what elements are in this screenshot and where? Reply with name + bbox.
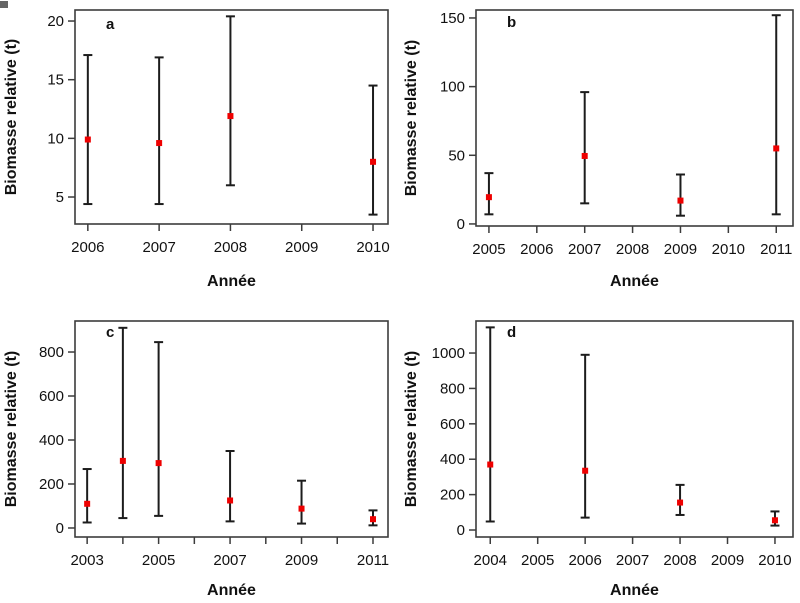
x-tick-label: 2007: [568, 241, 601, 258]
x-tick-label: 2006: [568, 552, 601, 569]
panel-d: 2004 2005 2006 2007 2008 2009 2010 0 200 400 600 80…: [400, 300, 800, 603]
data-point: [771, 517, 778, 524]
y-tick-label: 400: [440, 451, 465, 468]
x-tick-label: 2009: [711, 552, 744, 569]
panel-letter: c: [106, 324, 114, 341]
x-tick-label: 2008: [214, 239, 247, 256]
x-axis-title: Année: [610, 582, 659, 599]
x-tick-label: 2008: [616, 241, 649, 258]
x-tick-label: 2011: [760, 241, 792, 258]
data-point: [156, 140, 163, 147]
y-tick-label: 15: [47, 72, 64, 89]
y-axis-title: Biomasse relative (t): [403, 40, 420, 197]
panel-c: 2003 2005 2007 2009 2011 0 200 400 600 800 Année Bi…: [0, 300, 400, 603]
plot-box: [475, 320, 794, 538]
panel-letter: a: [106, 16, 115, 33]
data-point: [227, 113, 234, 120]
x-tick-label: 2007: [142, 239, 175, 256]
x-tick-label: 2009: [285, 239, 318, 256]
data-point: [119, 457, 126, 464]
x-tick-label: 2006: [71, 239, 104, 256]
data-point: [581, 152, 588, 159]
data-point: [84, 500, 91, 507]
x-tick-label: 2005: [142, 552, 175, 569]
y-tick-label: 100: [440, 79, 465, 96]
x-tick-label: 2010: [758, 552, 791, 569]
y-tick-label: 400: [39, 432, 64, 449]
data-point: [155, 460, 162, 467]
data-point: [582, 467, 589, 474]
data-point: [773, 145, 780, 152]
y-tick-label: 0: [457, 522, 465, 539]
y-tick-label: 10: [47, 130, 64, 147]
data-point: [677, 499, 684, 506]
data-point: [84, 136, 91, 143]
y-tick-label: 600: [440, 416, 465, 433]
plot-box: [74, 320, 389, 538]
y-tick-label: 1000: [432, 345, 465, 362]
data-point: [369, 516, 376, 523]
x-axis-title: Année: [207, 582, 256, 599]
y-axis-title: Biomasse relative (t): [3, 39, 20, 196]
y-tick-label: 800: [39, 344, 64, 361]
data-point: [485, 194, 492, 201]
x-axis-title: Année: [610, 273, 659, 290]
x-tick-label: 2004: [474, 552, 507, 569]
panel-b-chart: 2005 2006 2007 2008 2009 2010 2011 0 50 100 150 Ann…: [403, 9, 794, 290]
x-tick-label: 2009: [664, 241, 697, 258]
data-point: [370, 158, 377, 165]
panel-c-chart: 2003 2005 2007 2009 2011 0 200 400 600 800 Année Bi…: [3, 320, 389, 599]
y-tick-label: 200: [39, 476, 64, 493]
y-tick-label: 200: [440, 487, 465, 504]
x-tick-label: 2011: [357, 552, 389, 569]
scan-artifact-mark: [0, 1, 8, 8]
x-tick-label: 2009: [285, 552, 318, 569]
y-tick-label: 150: [440, 10, 465, 27]
y-tick-label: 600: [39, 388, 64, 405]
y-tick-label: 20: [47, 13, 64, 30]
y-tick-label: 5: [56, 189, 64, 206]
x-tick-label: 2006: [520, 241, 553, 258]
panel-b: 2005 2006 2007 2008 2009 2010 2011 0 50 100 150 Ann…: [400, 0, 800, 305]
x-tick-label: 2005: [521, 552, 554, 569]
y-tick-label: 800: [440, 380, 465, 397]
panel-d-chart: 2004 2005 2006 2007 2008 2009 2010 0 200 400 600 80…: [403, 320, 794, 599]
x-tick-label: 2003: [70, 552, 103, 569]
y-tick-label: 0: [56, 520, 64, 537]
x-tick-label: 2007: [616, 552, 649, 569]
panel-letter: d: [507, 324, 516, 341]
x-tick-label: 2010: [356, 239, 389, 256]
data-point: [298, 505, 305, 512]
data-point: [227, 497, 234, 504]
plot-box: [475, 9, 794, 227]
y-tick-label: 0: [457, 216, 465, 233]
data-point: [677, 197, 684, 204]
y-axis-title: Biomasse relative (t): [3, 351, 20, 508]
x-tick-label: 2008: [663, 552, 696, 569]
y-tick-label: 50: [448, 147, 465, 164]
x-axis-title: Année: [207, 273, 256, 290]
panel-a: 2006 2007 2008 2009 2010 5 10 15 20 Année Biomasse…: [0, 0, 400, 305]
x-tick-label: 2005: [472, 241, 505, 258]
y-axis-title: Biomasse relative (t): [403, 351, 420, 508]
x-tick-label: 2010: [712, 241, 745, 258]
data-point: [487, 461, 494, 468]
x-tick-label: 2007: [213, 552, 246, 569]
panel-a-chart: 2006 2007 2008 2009 2010 5 10 15 20 Année Biomasse…: [3, 9, 390, 290]
plot-box: [74, 9, 389, 225]
panel-letter: b: [507, 14, 516, 31]
